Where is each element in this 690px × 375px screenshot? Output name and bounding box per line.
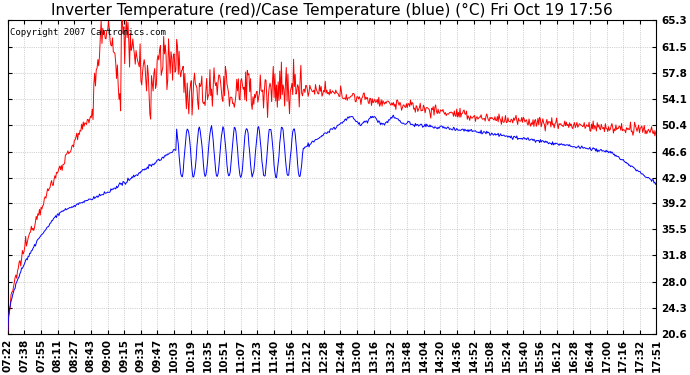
Title: Inverter Temperature (red)/Case Temperature (blue) (°C) Fri Oct 19 17:56: Inverter Temperature (red)/Case Temperat…: [51, 3, 613, 18]
Text: Copyright 2007 Cartronics.com: Copyright 2007 Cartronics.com: [10, 28, 166, 37]
